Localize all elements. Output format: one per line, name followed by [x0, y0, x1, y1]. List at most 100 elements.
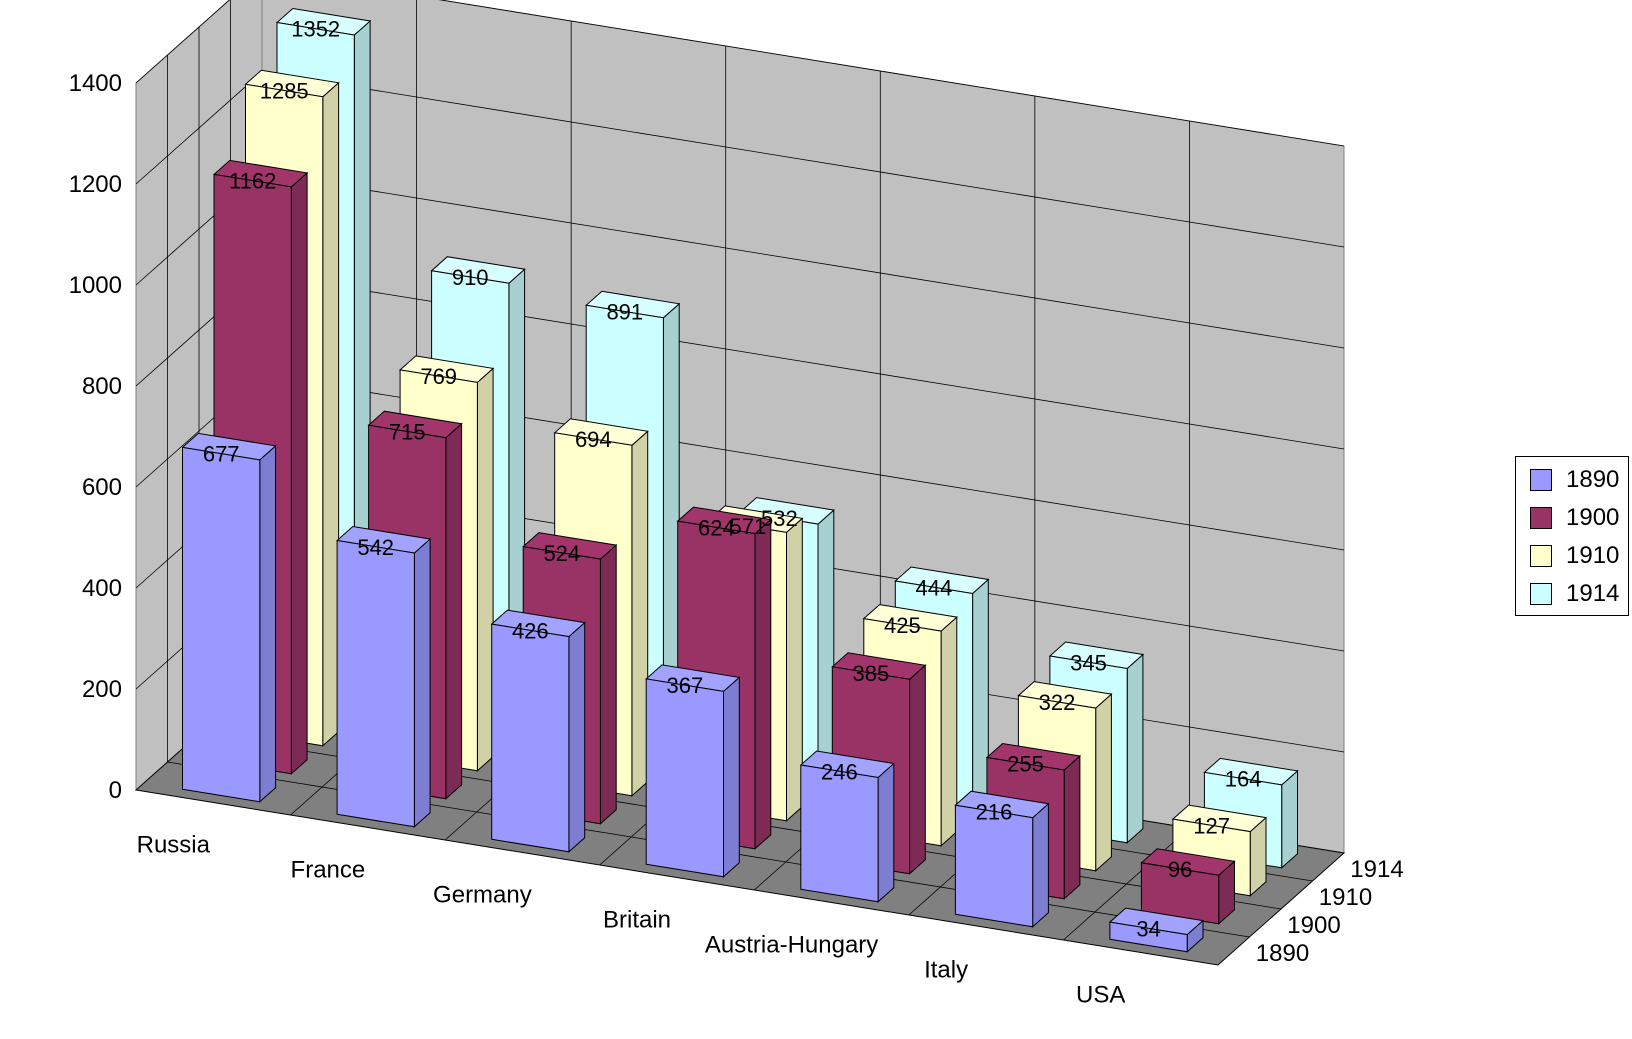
depth-tick-label: 1914	[1350, 856, 1403, 883]
x-category-label: France	[291, 857, 366, 884]
y-tick-label: 1000	[69, 272, 122, 299]
legend-label: 1910	[1566, 542, 1620, 569]
legend-item-1914: 1914	[1530, 575, 1628, 613]
bar-front	[336, 539, 415, 828]
bar-side	[909, 664, 926, 875]
bar-side	[413, 537, 431, 828]
bar-front	[1109, 921, 1188, 953]
bar-side	[723, 676, 740, 878]
bar-side	[786, 517, 803, 822]
bar-side	[972, 578, 989, 819]
bar-front	[954, 804, 1034, 928]
data-label: 1162	[229, 169, 276, 194]
data-label: 542	[357, 535, 394, 560]
data-label: 694	[575, 427, 612, 452]
data-label: 624	[698, 515, 735, 540]
depth-tick-label: 1900	[1287, 912, 1340, 939]
data-label: 345	[1070, 650, 1107, 675]
y-tick-label: 200	[82, 676, 122, 703]
y-axis: 0 200 400 600 800 1000 1200 1400	[69, 70, 122, 804]
bar-side	[1126, 653, 1144, 844]
chart-data-labels: 1352 910 891 532 444 345 164 1285 769 694 571 425 32…	[203, 17, 1262, 942]
bar-side	[631, 430, 649, 797]
x-category-label: Austria-Hungary	[705, 932, 878, 959]
chart-legend: 1890 1900 1910 1914	[1515, 456, 1629, 616]
x-axis: Russia France Germany Britain Austria-Hungar…	[137, 832, 1126, 1009]
data-label: 425	[884, 613, 921, 638]
bar-side	[290, 171, 308, 775]
bar-1890-france	[335, 525, 432, 828]
legend-label: 1890	[1566, 466, 1620, 493]
y-tick-label: 600	[82, 474, 122, 501]
data-label: 322	[1039, 690, 1076, 715]
bar-1890-austria-hungary	[799, 750, 895, 903]
data-label: 127	[1193, 813, 1230, 838]
bar-1890-usa	[1108, 907, 1205, 953]
legend-label: 1900	[1566, 504, 1620, 531]
legend-swatch-1910	[1530, 545, 1552, 567]
y-tick-label: 800	[82, 373, 122, 400]
data-label: 1352	[291, 17, 340, 42]
y-tick-label: 400	[82, 575, 122, 602]
bar-side	[476, 367, 494, 772]
bar-side	[322, 81, 340, 747]
data-label: 216	[976, 799, 1013, 824]
legend-swatch-1914	[1530, 583, 1552, 605]
y-tick-label: 1200	[69, 171, 122, 198]
bar-side	[754, 518, 772, 850]
bar-side	[259, 444, 277, 803]
data-label: 715	[389, 419, 426, 444]
data-label: 385	[853, 661, 890, 686]
chart-bars	[181, 7, 1299, 953]
x-category-label: Italy	[924, 957, 968, 984]
legend-item-1910: 1910	[1530, 537, 1628, 575]
bar-front	[182, 446, 261, 803]
legend-swatch-1890	[1530, 469, 1552, 491]
legend-label: 1914	[1566, 580, 1620, 607]
bar-front	[645, 678, 724, 878]
bar-side	[568, 621, 586, 853]
bar-side	[877, 762, 895, 903]
bar-front	[491, 623, 570, 853]
depth-tick-label: 1910	[1319, 884, 1372, 911]
bar-1900-usa	[1140, 848, 1236, 925]
x-category-label: Britain	[603, 907, 671, 934]
bar-side	[1281, 769, 1298, 869]
data-label: 34	[1136, 916, 1160, 941]
data-label: 910	[452, 265, 489, 290]
x-category-label: USA	[1076, 982, 1125, 1009]
data-label: 532	[761, 506, 798, 531]
bar-front	[800, 764, 879, 903]
bar-side	[1032, 802, 1049, 928]
y-tick-label: 0	[109, 777, 122, 804]
y-tick-label: 1400	[69, 70, 122, 97]
data-label: 571	[730, 514, 767, 539]
data-label: 769	[420, 364, 457, 389]
data-label: 426	[512, 618, 549, 643]
legend-swatch-1900	[1530, 507, 1552, 529]
bar-side	[1095, 692, 1112, 872]
bar-side	[940, 615, 958, 847]
data-label: 444	[916, 575, 953, 600]
legend-item-1900: 1900	[1530, 499, 1628, 537]
data-label: 677	[203, 442, 240, 467]
bar-side	[599, 543, 617, 825]
depth-tick-label: 1890	[1256, 940, 1309, 967]
gridline-y	[135, 0, 1345, 147]
bar-1890-britain	[645, 664, 741, 878]
data-label: 524	[543, 541, 580, 566]
bar-1890-italy	[954, 790, 1050, 928]
data-label: 1285	[260, 79, 309, 104]
data-label: 96	[1168, 857, 1192, 882]
bar-side	[1063, 754, 1081, 900]
legend-item-1890: 1890	[1530, 461, 1628, 499]
data-label: 367	[667, 673, 704, 698]
bar-1890-russia	[181, 432, 277, 803]
data-label: 255	[1007, 752, 1044, 777]
bar-side	[445, 422, 463, 800]
data-label: 891	[606, 300, 643, 325]
x-category-label: Germany	[433, 882, 532, 909]
data-label: 246	[821, 759, 858, 784]
